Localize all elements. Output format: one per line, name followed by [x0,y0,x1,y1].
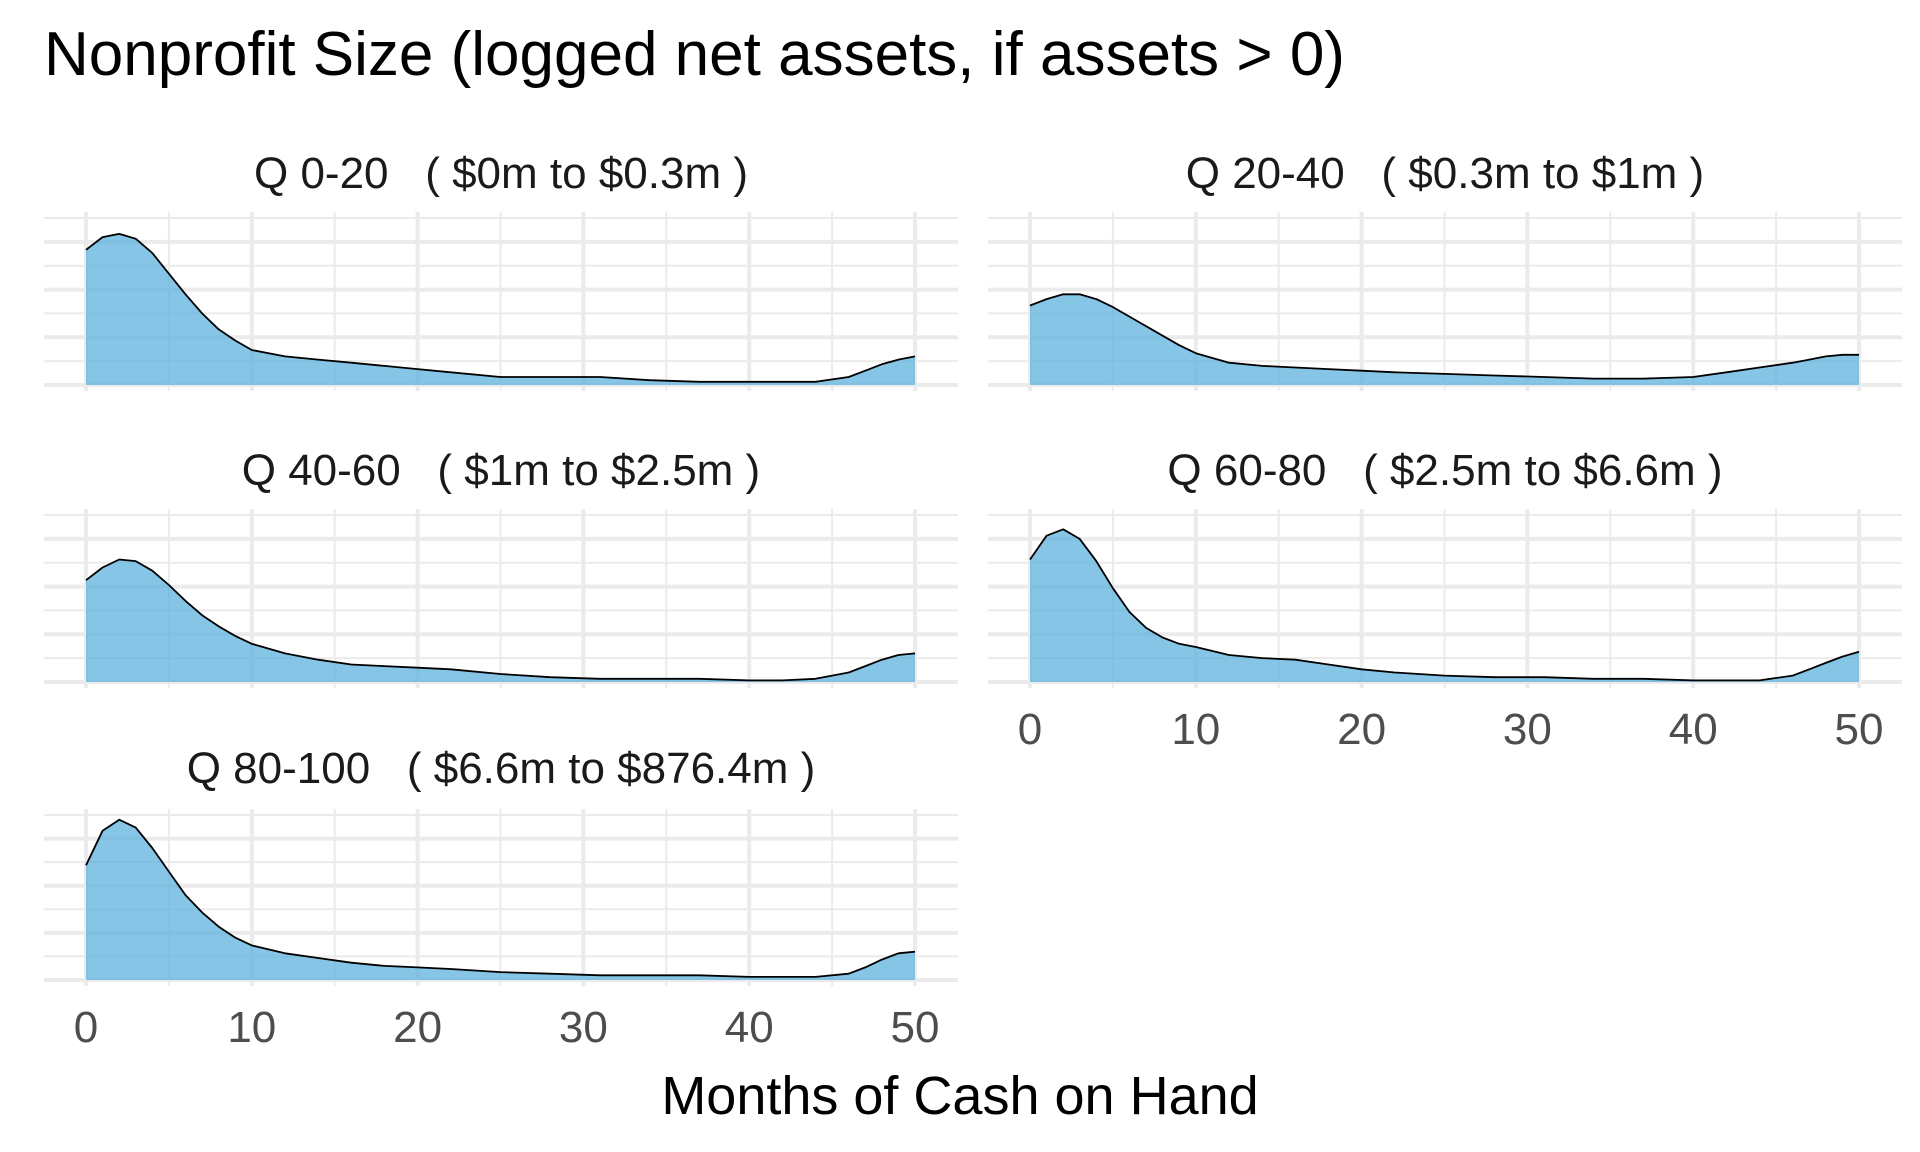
facet-panel-2: Q 20-40 ( $0.3m to $1m ) [988,149,1902,391]
x-tick-label: 0 [74,1003,98,1052]
x-tick-label: 40 [725,1003,774,1052]
density-line [1029,528,1860,682]
facet-panel-5: Q 80-100 ( $6.6m to $876.4m ) 0 10 20 30 40 50 [44,744,958,1052]
x-tick-label: 20 [393,1003,442,1052]
density-line [85,233,916,383]
x-axis-label: Months of Cash on Hand [661,1066,1259,1126]
x-tick-label: 0 [1018,705,1042,754]
x-tick-label: 10 [1171,705,1220,754]
facet-panel-4: Q 60-80 ( $2.5m to $6.6m ) 0 10 20 30 40 50 [988,446,1902,754]
density-area [1030,529,1859,682]
x-tick-label: 40 [1669,705,1718,754]
density-line [1029,293,1859,380]
density-area [86,559,915,682]
x-tick-label: 20 [1337,705,1386,754]
x-tick-label: 30 [1503,705,1552,754]
facet-panel-1: Q 0-20 ( $0m to $0.3m ) [44,149,958,391]
density-area [1030,294,1859,385]
x-tick-label: 30 [559,1003,608,1052]
x-tick-label: 50 [1835,705,1884,754]
density-area [86,233,915,385]
facet-strip-label: Q 20-40 ( $0.3m to $1m ) [1186,149,1704,198]
facet-strip-label: Q 0-20 ( $0m to $0.3m ) [254,149,748,198]
density-line [85,818,916,978]
x-tick-label: 50 [891,1003,940,1052]
chart-title: Nonprofit Size (logged net assets, if as… [44,20,1345,89]
facet-strip-label: Q 80-100 ( $6.6m to $876.4m ) [187,744,816,793]
density-area [86,819,915,980]
density-line [85,558,916,682]
facet-strip-label: Q 40-60 ( $1m to $2.5m ) [242,446,760,495]
facet-panel-3: Q 40-60 ( $1m to $2.5m ) [44,446,958,688]
x-tick-label: 10 [227,1003,276,1052]
facet-strip-label: Q 60-80 ( $2.5m to $6.6m ) [1167,446,1722,495]
